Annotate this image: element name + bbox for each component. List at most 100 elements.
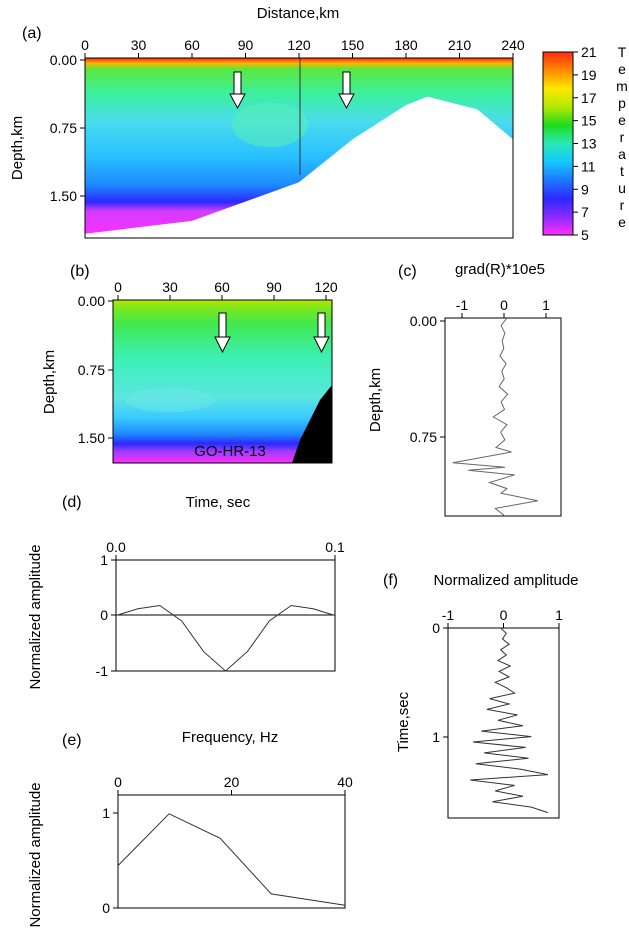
- x-tick-label: 120: [287, 37, 311, 53]
- colorbar-label-letter: t: [620, 163, 624, 179]
- panel-c: (c) grad(R)*10e5 Depth,km -1 0 1 0.00 0.75: [367, 261, 562, 517]
- colorbar-label-letter: u: [618, 180, 626, 196]
- panel-d-wavelet: [115, 604, 336, 672]
- x-tick-label: 60: [214, 279, 230, 295]
- x-tick-label: 120: [314, 279, 338, 295]
- panel-d-xticks: 0.0 0.1: [106, 539, 345, 560]
- panel-c-xlabel: grad(R)*10e5: [455, 261, 545, 278]
- panel-d-letter: (d): [62, 494, 82, 511]
- panel-b: (b) Depth,km GO-HR-13 0 30 60 90 120 0.00 0.7…: [41, 263, 338, 464]
- panel-a-yticks: 0.00 0.75 1.50: [50, 52, 85, 204]
- x-tick-label: -1: [456, 297, 469, 313]
- y-tick-label: 0.75: [78, 362, 105, 378]
- panel-f: (f) Normalized amplitude Time,sec -1 0 1 0…: [383, 572, 579, 819]
- y-tick-label: 0: [432, 620, 440, 636]
- y-tick-label: 21: [581, 44, 597, 60]
- panel-b-xticks: 0 30 60 90 120: [114, 279, 338, 300]
- x-tick-label: 60: [184, 37, 200, 53]
- panel-b-black-region: [292, 385, 332, 463]
- colorbar-label-letter: r: [620, 129, 625, 145]
- colorbar-label-letter: T: [618, 44, 627, 60]
- colorbar-label-letter: e: [618, 112, 626, 128]
- y-tick-label: 0.00: [78, 293, 105, 309]
- x-tick-label: 210: [448, 37, 472, 53]
- y-tick-label: 19: [581, 67, 597, 83]
- panel-a-bottom-mask: [85, 96, 513, 238]
- x-tick-label: 40: [337, 774, 353, 790]
- panel-e-frame: [117, 794, 346, 909]
- panel-a-xlabel: Distance,km: [257, 5, 340, 22]
- x-tick-label: -1: [442, 607, 455, 623]
- colorbar-ticks: 21 19 17 15 13 11 9 7 5: [573, 44, 597, 243]
- panel-e-spectrum: [117, 813, 346, 906]
- y-tick-label: 1: [102, 805, 110, 821]
- panel-b-annotation: GO-HR-13: [194, 443, 266, 460]
- y-tick-label: -1: [96, 663, 109, 679]
- y-tick-label: 11: [581, 158, 596, 174]
- colorbar-label-letter: e: [618, 61, 626, 77]
- x-tick-label: 240: [501, 37, 525, 53]
- panel-b-ylabel: Depth,km: [41, 350, 58, 414]
- panel-d-ylabel: Normalized amplitude: [27, 544, 44, 689]
- y-tick-label: 7: [581, 204, 589, 220]
- panel-b-yticks: 0.00 0.75 1.50: [78, 293, 113, 446]
- down-arrow-icon: [229, 71, 246, 110]
- panel-c-xticks: -1 0 1: [456, 297, 550, 318]
- down-arrow-icon: [338, 71, 355, 110]
- panel-f-ylabel: Time,sec: [395, 691, 412, 752]
- y-tick-label: 17: [581, 90, 597, 106]
- panel-f-xlabel: Normalized amplitude: [433, 572, 578, 589]
- colorbar-label-letter: e: [618, 214, 626, 230]
- panel-a-xticks: 0 30 60 90 120 150 180 210 240: [81, 37, 525, 58]
- panel-f-xticks: -1 0 1: [442, 607, 563, 628]
- x-tick-label: 0: [500, 607, 508, 623]
- y-tick-label: 9: [581, 181, 589, 197]
- y-tick-label: 0.00: [50, 52, 77, 68]
- panel-c-letter: (c): [398, 263, 417, 280]
- x-tick-label: 0: [81, 37, 89, 53]
- colorbar-label-letter: m: [616, 78, 628, 94]
- down-arrow-icon: [214, 312, 231, 354]
- y-tick-label: 15: [581, 113, 597, 129]
- x-tick-label: 90: [238, 37, 254, 53]
- panel-f-letter: (f): [383, 572, 398, 589]
- panel-b-feature: [125, 388, 215, 412]
- colorbar-label-letter: r: [620, 197, 625, 213]
- y-tick-label: 1.50: [50, 188, 77, 204]
- panel-e-ylabel: Normalized amplitude: [27, 782, 44, 927]
- y-tick-label: 0: [100, 607, 108, 623]
- x-tick-label: 30: [131, 37, 147, 53]
- panel-d: (d) Time, sec Normalized amplitude 0.0 0.…: [27, 494, 345, 690]
- y-tick-label: 13: [581, 136, 597, 152]
- panel-d-yticks: 1 0 -1: [96, 552, 116, 679]
- panel-c-trace: [452, 317, 538, 517]
- y-tick-label: 0.00: [410, 313, 437, 329]
- x-tick-label: 0.1: [325, 539, 345, 555]
- x-tick-label: 0.0: [106, 539, 126, 555]
- panel-a-ylabel: Depth,km: [9, 116, 26, 180]
- panel-f-seismogram: [470, 627, 549, 814]
- y-tick-label: 0.75: [410, 429, 437, 445]
- x-tick-label: 20: [224, 774, 240, 790]
- x-tick-label: 1: [555, 607, 563, 623]
- panel-a-feature: [232, 103, 308, 147]
- x-tick-label: 150: [341, 37, 365, 53]
- down-arrow-icon: [313, 312, 330, 354]
- panel-e-xlabel: Frequency, Hz: [182, 729, 278, 746]
- panel-a: (a) Distance,km Depth,km 0 30 60 90 120 150 18…: [9, 5, 525, 239]
- x-tick-label: 30: [162, 279, 178, 295]
- panel-c-yticks: 0.00 0.75: [410, 313, 445, 445]
- panel-e-letter: (e): [62, 732, 82, 749]
- panel-b-letter: (b): [70, 263, 90, 280]
- x-tick-label: 0: [114, 774, 122, 790]
- panel-e-xticks: 0 20 40: [114, 774, 353, 795]
- colorbar-label-letter: a: [618, 146, 626, 162]
- colorbar-label-letter: p: [618, 95, 626, 111]
- panel-e-yticks: 10: [102, 805, 118, 916]
- y-tick-label: 1: [432, 729, 440, 745]
- panel-c-ylabel: Depth,km: [367, 368, 384, 432]
- panel-a-letter: (a): [22, 25, 42, 42]
